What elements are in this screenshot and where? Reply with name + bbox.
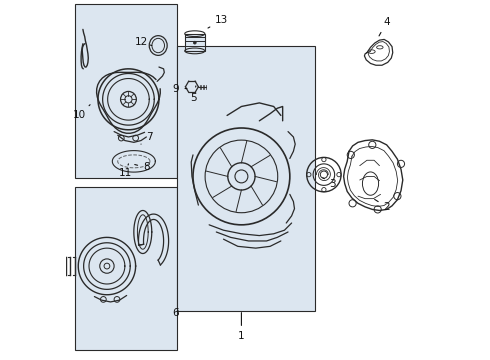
Text: 5: 5: [190, 86, 196, 103]
Bar: [74, 187, 177, 350]
Text: 11: 11: [119, 164, 132, 178]
Text: 9: 9: [173, 84, 187, 94]
Bar: [74, 4, 177, 178]
Text: 6: 6: [172, 308, 178, 318]
Text: 10: 10: [73, 105, 90, 121]
Circle shape: [194, 41, 196, 44]
Text: 1: 1: [238, 312, 245, 341]
Text: 12: 12: [134, 37, 152, 47]
Text: 7: 7: [141, 132, 152, 144]
Text: 8: 8: [135, 162, 149, 172]
Text: 2: 2: [375, 199, 390, 212]
Text: 3: 3: [323, 178, 336, 189]
Text: 4: 4: [379, 17, 390, 36]
Text: 13: 13: [208, 15, 228, 28]
Bar: [185, 34, 205, 51]
Bar: [177, 45, 315, 311]
